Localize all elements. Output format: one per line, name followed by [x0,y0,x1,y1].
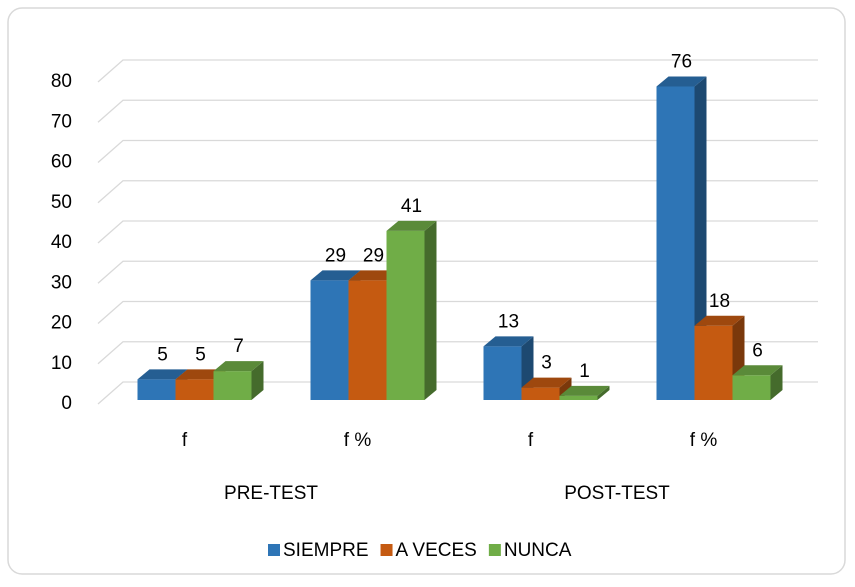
bar-top [213,361,264,372]
bar [137,379,176,400]
bar [521,387,560,400]
bar [348,280,387,400]
bar-top [175,369,226,380]
data-label: 13 [498,311,519,332]
bar-top [694,315,745,326]
bar [694,325,733,400]
y-tick-label: 20 [51,313,72,334]
bar-side [770,365,783,400]
x-tick-label: f % [344,430,372,451]
grid-line [97,341,818,365]
data-label: 6 [752,340,763,361]
bar-top [521,377,572,388]
bar-side [424,220,437,400]
y-tick-label: 40 [51,232,72,253]
bar [175,379,214,400]
data-label: 41 [401,196,422,217]
bar-top [483,336,534,347]
data-label: 29 [363,245,384,266]
bar-top [348,270,399,281]
bar-top [559,385,610,396]
bar-top [656,76,707,87]
grid-line [97,139,818,163]
data-label: 76 [671,52,692,73]
data-label: 7 [233,336,244,357]
y-tick-label: 80 [51,71,72,92]
x-tick-label: f [528,430,534,451]
group-label: POST-TEST [564,483,670,504]
x-tick-label: f % [690,430,718,451]
data-label: 5 [157,344,168,365]
legend-swatch [488,544,501,556]
legend-label: A VECES [396,540,477,561]
data-label: 18 [709,291,730,312]
bar [310,280,349,400]
legend-label: NUNCA [504,540,572,561]
data-label: 1 [579,361,590,382]
bar-top [137,369,188,380]
bar-top [310,270,361,281]
legend-swatch [380,544,393,556]
data-label: 3 [541,353,552,374]
bar [213,371,252,400]
legend-swatch [268,544,280,556]
grid-line [97,300,818,324]
grid-line [97,180,818,204]
data-label: 29 [325,245,346,266]
grid-line [97,220,818,244]
bar-side [597,385,610,400]
grid-line [97,381,818,405]
y-tick-label: 10 [51,353,72,374]
bar-top [732,365,783,376]
data-label: 5 [195,344,206,365]
grid-line [97,260,818,284]
bar-side [251,361,264,400]
bar-top [386,220,437,231]
bar [386,230,425,400]
grid-line [97,99,818,123]
x-tick-label: f [182,430,188,451]
bar [559,395,598,400]
y-tick-label: 30 [51,272,72,293]
y-tick-label: 70 [51,111,72,132]
bar [656,86,695,400]
y-tick-label: 60 [51,152,72,173]
bar [732,375,771,400]
grid-line [97,59,818,83]
y-tick-label: 0 [61,393,72,414]
group-label: PRE-TEST [224,483,318,504]
y-tick-label: 50 [51,192,72,213]
legend-label: SIEMPRE [283,540,369,561]
bar [483,346,522,400]
